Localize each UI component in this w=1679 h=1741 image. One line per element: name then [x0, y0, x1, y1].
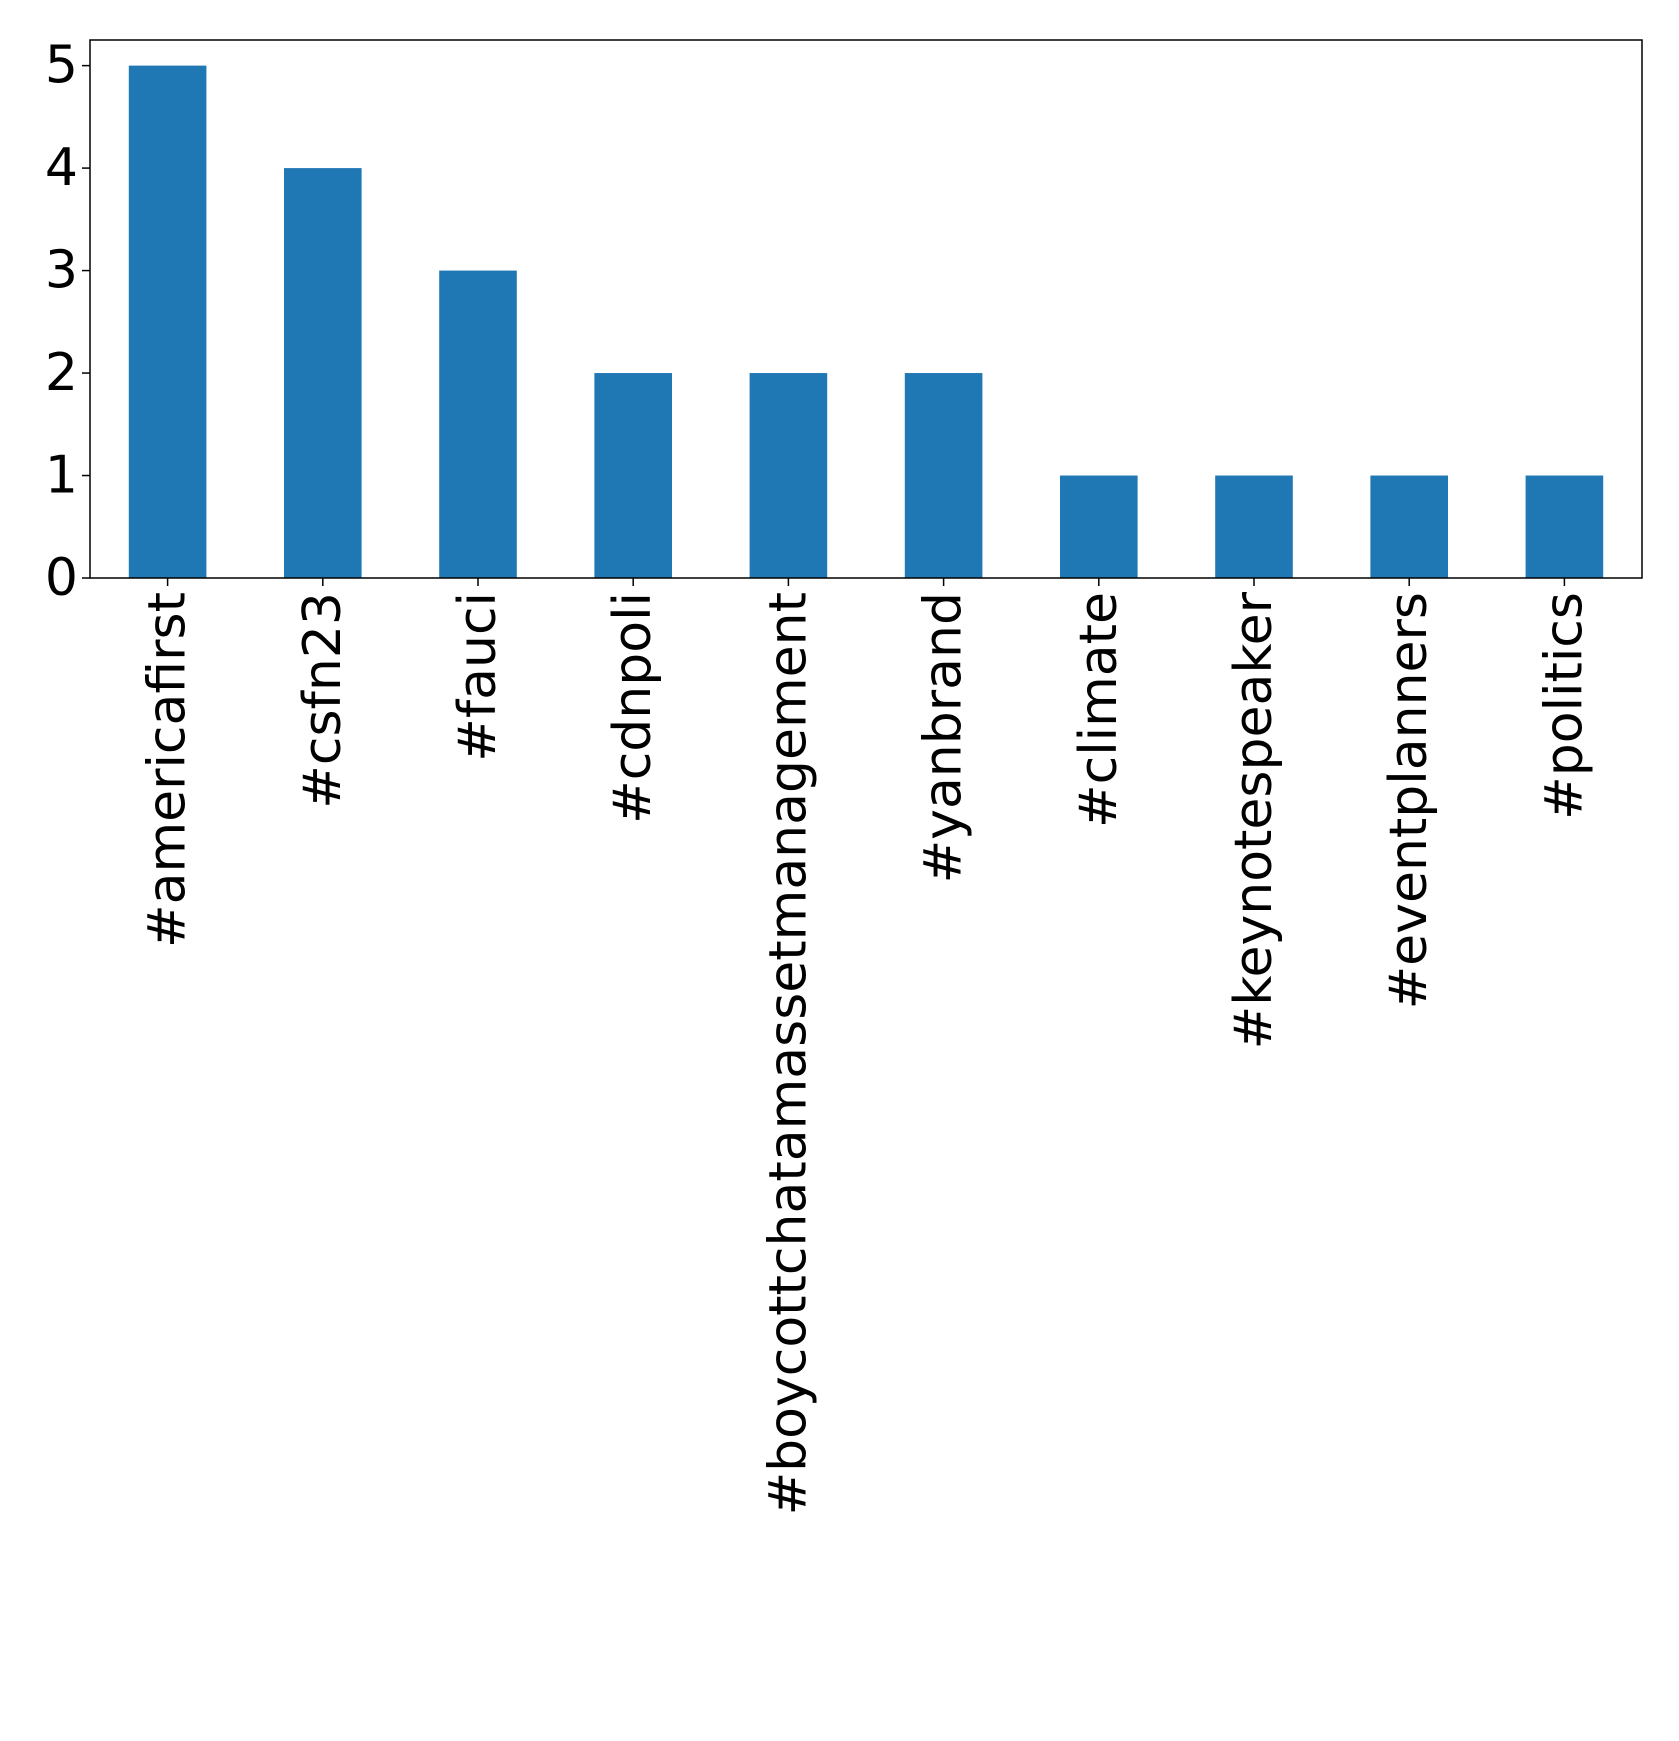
y-tick-label: 0 [45, 548, 78, 608]
bars-group [128, 65, 1604, 579]
y-axis: 0 1 2 3 4 5 [45, 36, 90, 608]
y-tick-label: 2 [45, 343, 78, 403]
bar-climate [1060, 475, 1138, 578]
bar-eventplanners [1370, 475, 1448, 578]
bar-yanbrand [904, 373, 983, 578]
bar-keynotespeaker [1215, 475, 1293, 578]
x-tick-label: #csfn23 [293, 592, 353, 809]
x-tick-label: #yanbrand [914, 592, 974, 883]
bar-fauci [439, 270, 517, 578]
y-tick-label: 1 [45, 446, 78, 506]
bar-csfn23 [284, 168, 362, 578]
x-tick-label: #fauci [448, 592, 508, 762]
x-tick-label: #boycottchatamassetmanagement [758, 592, 818, 1515]
x-tick-label: #politics [1534, 592, 1594, 820]
bar-cdnpoli [594, 373, 672, 578]
y-tick-label: 5 [45, 36, 78, 96]
x-tick-label: #keynotespeaker [1224, 591, 1284, 1049]
x-tick-label: #eventplanners [1379, 592, 1439, 1009]
x-tick-label: #climate [1069, 592, 1129, 828]
y-tick-label: 4 [45, 138, 78, 198]
x-axis: #americafirst #csfn23 #fauci #cdnpoli #boyco… [138, 578, 1594, 1515]
bar-americafirst [128, 65, 207, 579]
bar-politics [1525, 475, 1604, 578]
x-tick-label: #americafirst [138, 592, 198, 948]
bar-boycottchatamassetmanagement [749, 373, 828, 578]
x-tick-label: #cdnpoli [603, 592, 663, 824]
y-tick-label: 3 [45, 241, 78, 301]
plot-frame [89, 39, 1643, 579]
